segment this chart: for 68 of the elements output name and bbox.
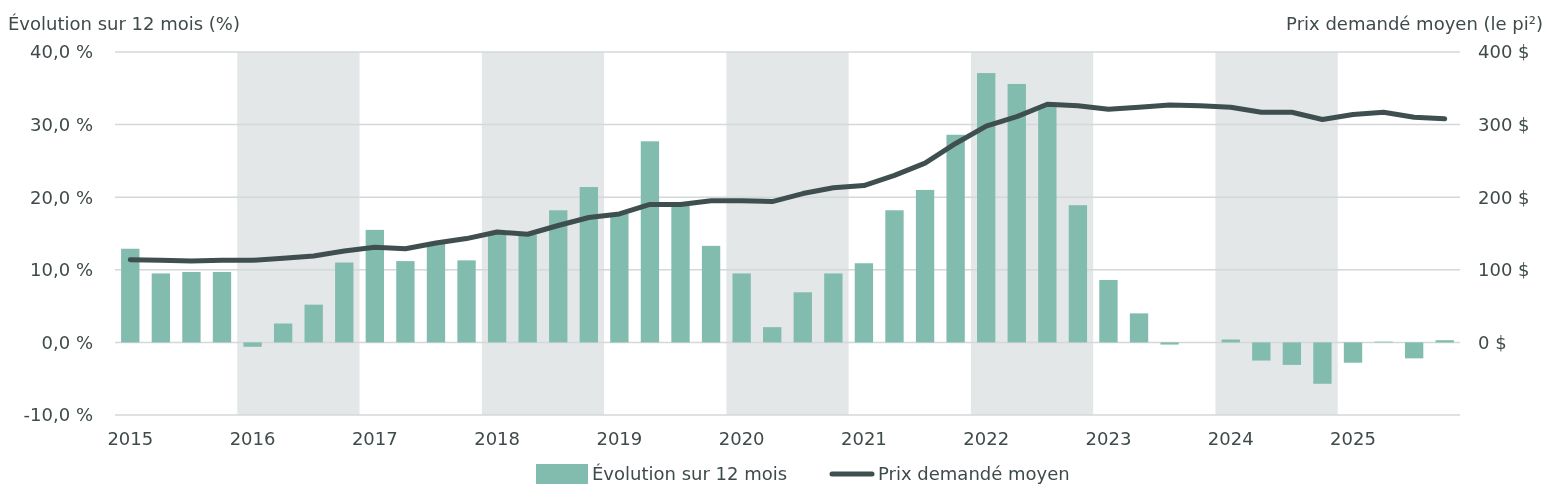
bar <box>457 260 476 343</box>
x-tick-label: 2021 <box>841 428 887 449</box>
bar <box>610 213 629 343</box>
x-tick-label: 2015 <box>107 428 154 449</box>
bar <box>854 263 874 343</box>
bar <box>426 242 446 343</box>
y2-tick-label: 300 $ <box>1478 113 1530 135</box>
bar <box>1160 342 1179 345</box>
bar <box>732 273 751 343</box>
y-tick-label: 20,0 % <box>30 186 93 208</box>
bar <box>946 134 965 343</box>
bar <box>1313 342 1332 384</box>
bar <box>1435 340 1454 343</box>
bar <box>977 73 996 343</box>
bar <box>549 210 568 343</box>
bar <box>1129 313 1149 343</box>
x-tick-label: 2025 <box>1330 428 1376 449</box>
bar <box>243 342 262 347</box>
x-tick-label: 2016 <box>229 428 276 449</box>
y-tick-label: -10,0 % <box>23 404 93 426</box>
bar <box>1038 106 1057 343</box>
x-tick-label: 2022 <box>963 428 1010 449</box>
bar <box>1252 342 1271 361</box>
bar <box>1221 339 1240 343</box>
bar <box>182 271 201 343</box>
y2-tick-label: 100 $ <box>1478 259 1530 281</box>
legend-label: Évolution sur 12 mois <box>592 463 788 484</box>
bar <box>640 141 660 343</box>
bar <box>1282 342 1302 365</box>
bar <box>579 187 598 343</box>
bar <box>1068 205 1088 343</box>
bar <box>701 245 721 343</box>
bar <box>151 273 171 343</box>
y2-tick-label: 400 $ <box>1478 41 1530 63</box>
y2-tick-label: 0 $ <box>1478 331 1507 353</box>
y-tick-label: 10,0 % <box>30 259 93 281</box>
y-tick-label: 40,0 % <box>30 41 93 63</box>
y-tick-label: 0,0 % <box>41 331 93 353</box>
bar <box>824 273 843 343</box>
x-tick-label: 2020 <box>718 428 765 449</box>
bar <box>793 292 812 343</box>
bar <box>763 327 782 343</box>
bar <box>518 234 537 343</box>
bar <box>335 262 354 343</box>
bar <box>304 304 323 343</box>
bar <box>487 233 507 343</box>
legend-label: Prix demandé moyen <box>878 463 1070 484</box>
y-axis-title: Évolution sur 12 mois (%) <box>8 13 240 34</box>
bar <box>1343 342 1363 363</box>
bar <box>885 210 904 343</box>
bar <box>1007 83 1026 343</box>
bar <box>365 229 384 343</box>
x-tick-label: 2024 <box>1207 428 1254 449</box>
bar <box>1099 279 1118 343</box>
bar <box>1404 342 1424 359</box>
x-tick-label: 2019 <box>596 428 643 449</box>
y2-tick-label: 200 $ <box>1478 186 1530 208</box>
x-tick-label: 2023 <box>1085 428 1132 449</box>
bar <box>212 271 232 343</box>
bar <box>671 203 690 343</box>
y-tick-label: 30,0 % <box>30 113 93 135</box>
bar <box>915 189 935 343</box>
bar <box>273 323 293 343</box>
bar <box>121 248 140 343</box>
bar <box>396 261 415 343</box>
x-tick-label: 2018 <box>474 428 521 449</box>
x-tick-label: 2017 <box>351 428 398 449</box>
y2-axis-title: Prix demandé moyen (le pi²) <box>1286 13 1543 34</box>
